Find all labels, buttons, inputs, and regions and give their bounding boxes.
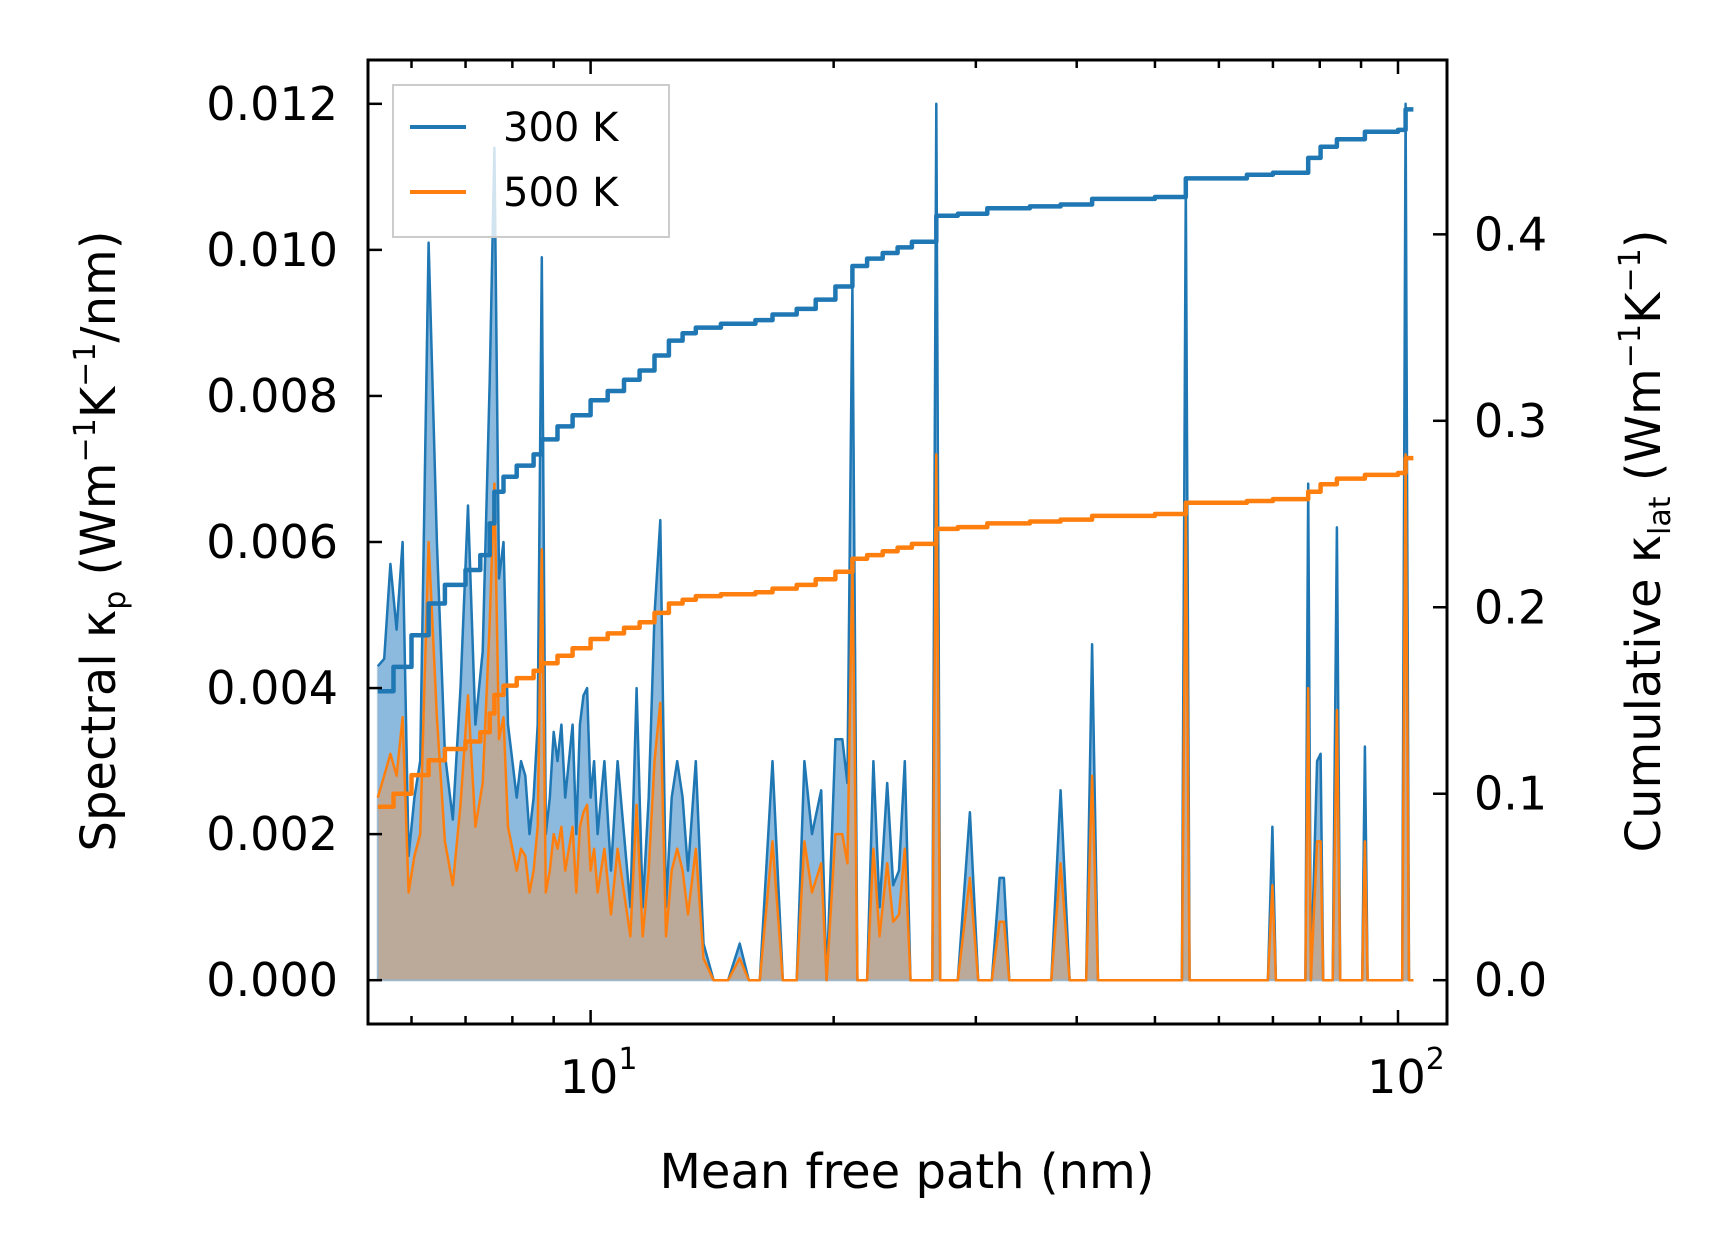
left-y-tick-label: 0.000	[206, 953, 338, 1007]
legend-box	[392, 84, 670, 238]
cumulative-line-500k	[377, 455, 1414, 810]
left-y-tick-label: 0.002	[206, 807, 338, 861]
x-tick-labels: 101 102	[560, 1042, 1445, 1104]
right-y-tick-label: 0.3	[1474, 394, 1547, 448]
x-tick-label: 102	[1367, 1042, 1445, 1104]
right-y-tick-label: 0.1	[1474, 767, 1547, 821]
x-axis-title: Mean free path (nm)	[660, 1144, 1155, 1200]
left-y-tick-label: 0.008	[206, 369, 338, 423]
right-y-title-mid: K	[1616, 291, 1672, 324]
left-y-axis-title: Spectral κp (Wm−1K−1/nm)	[68, 231, 133, 852]
spectral-line-500k	[376, 453, 1414, 982]
plot-frame	[366, 58, 1449, 1026]
right-y-title-sup2: −1	[1613, 248, 1648, 292]
x-tick-base: 10	[560, 1050, 619, 1104]
left-y-title-units: (Wm	[71, 463, 127, 591]
x-tick-exponent: 1	[618, 1042, 637, 1077]
left-y-title-sup2: −1	[68, 343, 103, 387]
spectral-lines	[376, 102, 1414, 982]
cumulative-lines	[377, 107, 1414, 810]
legend-label-300k: 300 K	[503, 105, 620, 151]
left-y-tick-label: 0.006	[206, 515, 338, 569]
left-y-tick-labels: 0.000 0.002 0.004 0.006 0.008 0.010 0.01…	[206, 77, 338, 1007]
right-y-title-sup1: −1	[1613, 324, 1648, 368]
right-y-title-prefix: Cumulative κ	[1616, 535, 1672, 853]
left-y-title-sup1: −1	[68, 418, 103, 462]
right-y-title-end: )	[1616, 230, 1672, 249]
left-y-title-subscript: p	[98, 591, 133, 610]
x-tick-label: 101	[560, 1042, 638, 1104]
left-y-tick-label: 0.004	[206, 661, 338, 715]
right-y-tick-label: 0.4	[1474, 207, 1547, 261]
right-y-tick-labels: 0.0 0.1 0.2 0.3 0.4	[1474, 207, 1547, 1007]
left-y-tick-label: 0.010	[206, 223, 338, 277]
x-tick-exponent: 2	[1426, 1042, 1445, 1077]
right-y-axis-title: Cumulative κlat (Wm−1K−1)	[1613, 230, 1678, 853]
right-y-title-subscript: lat	[1643, 496, 1678, 535]
legend: 300 K 500 K	[392, 84, 670, 238]
right-y-tick-label: 0.0	[1474, 953, 1547, 1007]
right-y-tick-label: 0.2	[1474, 580, 1547, 634]
x-tick-base: 10	[1367, 1050, 1426, 1104]
left-y-title-end: /nm)	[71, 231, 127, 343]
legend-label-500k: 500 K	[503, 170, 620, 216]
cumulative-line-300k	[377, 107, 1414, 694]
left-y-tick-label: 0.012	[206, 77, 338, 131]
left-y-title-prefix: Spectral κ	[71, 610, 127, 852]
left-y-title-mid: K	[71, 385, 127, 418]
right-y-title-units: (Wm	[1616, 368, 1672, 496]
